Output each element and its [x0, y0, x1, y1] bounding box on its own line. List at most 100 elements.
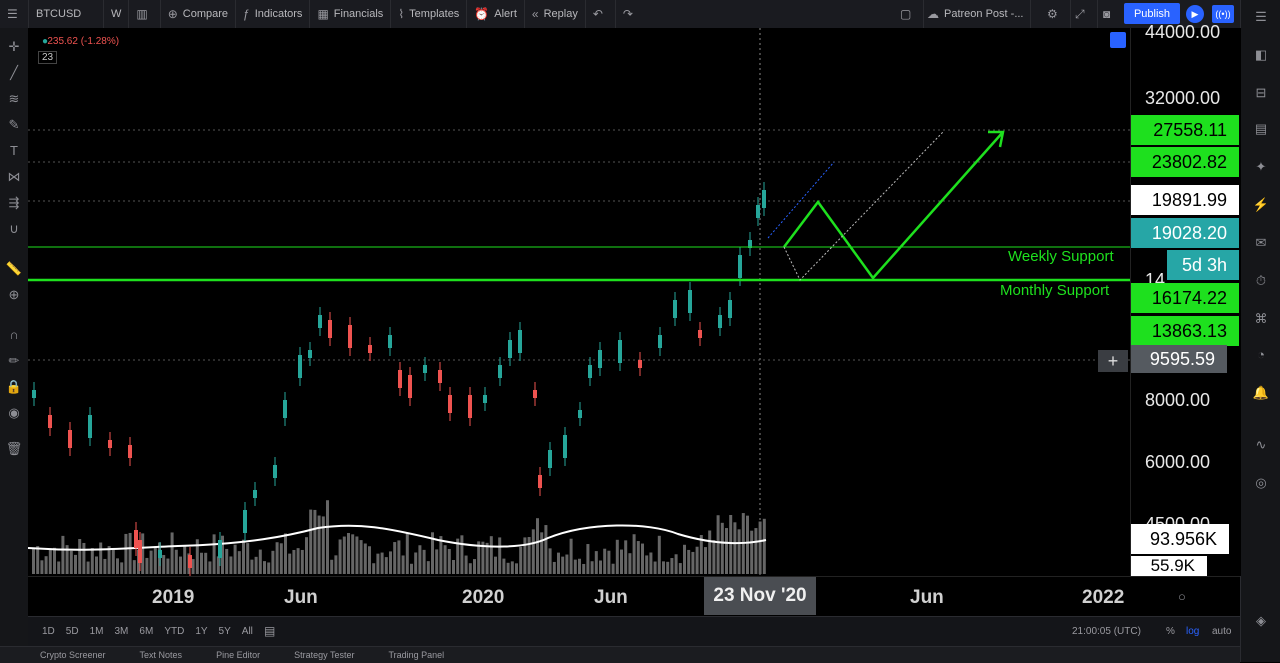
menu-button[interactable]: ☰	[0, 0, 29, 28]
price-label: 6000.00	[1145, 452, 1211, 472]
volume-bar	[191, 559, 195, 574]
settings-button[interactable]: ⚙	[1040, 0, 1071, 28]
range-button[interactable]: 1Y	[195, 626, 208, 637]
financials-button[interactable]: ▦ Financials	[310, 0, 392, 28]
indicator-legend[interactable]: 23	[38, 51, 58, 64]
price-box: 16174.22	[1131, 283, 1239, 313]
watchlist-icon[interactable]: ☰	[1255, 9, 1267, 24]
volume-bar	[565, 554, 569, 574]
replay-button[interactable]: « Replay	[525, 0, 586, 28]
volume-bar	[414, 552, 418, 574]
price-box: 19891.99	[1131, 185, 1239, 215]
eye-icon[interactable]: ◉	[8, 405, 20, 420]
panel-tab[interactable]: Strategy Tester	[294, 650, 355, 660]
calendar-icon[interactable]: ▤	[1254, 121, 1268, 136]
range-button[interactable]: 5Y	[218, 626, 231, 637]
volume-bar	[183, 546, 187, 574]
log-toggle[interactable]: log	[1186, 626, 1200, 637]
forecast-icon[interactable]: ⇶	[8, 195, 20, 210]
volume-bar	[405, 533, 409, 574]
templates-button[interactable]: ⌇ Templates	[391, 0, 468, 28]
candle-body	[658, 335, 662, 348]
fullscreen-toggle[interactable]: ▢	[893, 0, 925, 28]
price-chart[interactable]	[28, 28, 1130, 576]
trendline-icon[interactable]: ╱	[10, 65, 18, 80]
broadcast-icon[interactable]: ((•))	[1212, 5, 1234, 23]
arrow-head-icon	[988, 130, 1005, 148]
trash-icon[interactable]: 🗑	[5, 441, 23, 456]
range-button[interactable]: All	[241, 626, 253, 637]
range-button[interactable]: YTD	[164, 626, 185, 637]
layout-name-button[interactable]: ☁ Patreon Post -...	[920, 0, 1032, 28]
lock-drawing-icon[interactable]: ✏	[8, 353, 20, 368]
compare-button[interactable]: ⊕ Compare	[161, 0, 237, 28]
range-button[interactable]: 1D	[42, 626, 55, 637]
volume-bar	[569, 538, 573, 574]
screenshot-button[interactable]: ◙	[1096, 0, 1122, 28]
price-box: 19028.20	[1131, 218, 1239, 248]
candle-body	[138, 540, 142, 563]
lock-icon[interactable]: 🔒	[5, 379, 23, 394]
brush-icon[interactable]: ✎	[8, 117, 20, 132]
panel-tab[interactable]: Trading Panel	[388, 650, 445, 660]
panel-tab[interactable]: Crypto Screener	[40, 650, 106, 660]
time-axis[interactable]: 2019 Jun 2020 Jun Jun 2022 23 Nov '20 ○	[28, 576, 1240, 617]
interval-button[interactable]: W	[104, 0, 130, 28]
chart-type-button[interactable]: ▥	[129, 0, 161, 28]
date-range-icon[interactable]: ▤	[264, 624, 276, 638]
clock-label[interactable]: 21:00:05 (UTC)	[1072, 626, 1141, 637]
chart-area[interactable]: -235.62 (-1.28%) ● 23 Weekly Support Mon…	[28, 28, 1130, 576]
publish-button[interactable]: Publish	[1124, 3, 1180, 24]
price-axis[interactable]: 44000.00 32000.00 8000.00 6000.00 4500.0…	[1130, 22, 1241, 576]
panel-tab[interactable]: Text Notes	[139, 650, 183, 660]
expand-button[interactable]: ⤢	[1068, 0, 1098, 28]
pattern-icon[interactable]: ⋈	[7, 169, 21, 184]
volume-bar	[279, 543, 283, 574]
volume-bar	[510, 561, 514, 574]
notification-icon[interactable]: ◧	[1254, 47, 1268, 62]
settings-dot-icon[interactable]: ○	[1178, 589, 1186, 604]
volume-bar	[292, 549, 296, 574]
panel-tab[interactable]: Pine Editor	[216, 650, 261, 660]
range-button[interactable]: 6M	[139, 626, 154, 637]
ruler-icon[interactable]: 📏	[5, 261, 23, 276]
alert-button[interactable]: ⏰ Alert	[467, 0, 525, 28]
range-button[interactable]: 1M	[89, 626, 104, 637]
pulse-icon[interactable]: ∿	[1255, 437, 1267, 452]
bell-icon[interactable]: 🔔	[1252, 385, 1270, 400]
indicators-button[interactable]: ƒ Indicators	[236, 0, 311, 28]
ideas-icon[interactable]: ✦	[1255, 159, 1267, 174]
symbol-search[interactable]: BTCUSD	[29, 0, 104, 28]
play-icon[interactable]: ▶	[1186, 5, 1204, 23]
chart-settings-icon[interactable]	[1110, 32, 1126, 48]
text-icon[interactable]: T	[10, 143, 18, 158]
redo-button[interactable]: ↷	[616, 0, 645, 28]
magnet-mode-icon[interactable]: ∩	[9, 327, 19, 342]
order-panel-icon[interactable]: ◎	[1255, 475, 1267, 490]
alerts-panel-icon[interactable]: ⏱	[1255, 273, 1267, 288]
percent-toggle[interactable]: %	[1166, 626, 1175, 637]
crosshair-icon[interactable]: ✛	[8, 39, 20, 54]
volume-bar	[124, 533, 128, 574]
candle-body	[438, 370, 442, 383]
volume-bar	[132, 560, 136, 574]
range-button[interactable]: 3M	[114, 626, 129, 637]
chat-bubble-icon[interactable]: ◔	[1257, 347, 1265, 362]
range-button[interactable]: 5D	[65, 626, 79, 637]
layers-icon[interactable]: ◈	[1256, 613, 1266, 628]
auto-toggle[interactable]: auto	[1212, 626, 1232, 637]
candle-body	[308, 350, 312, 358]
add-level-button[interactable]: +	[1098, 350, 1128, 372]
fib-icon[interactable]: ≋	[8, 91, 20, 106]
undo-button[interactable]: ↶	[586, 0, 616, 28]
chat-icon[interactable]: ✉	[1255, 235, 1267, 250]
data-window-icon[interactable]: ⊟	[1255, 85, 1267, 100]
zoom-icon[interactable]: ⊕	[8, 287, 20, 302]
magnet-icon[interactable]: ∪	[9, 221, 19, 236]
price-label: 44000.00	[1145, 22, 1221, 42]
templates-icon: ⌇	[398, 7, 405, 21]
streams-icon[interactable]: ⚡	[1252, 197, 1270, 212]
volume-bar	[674, 554, 678, 574]
hotlist-icon[interactable]: ⌘	[1254, 311, 1268, 326]
candle-body	[718, 315, 722, 328]
